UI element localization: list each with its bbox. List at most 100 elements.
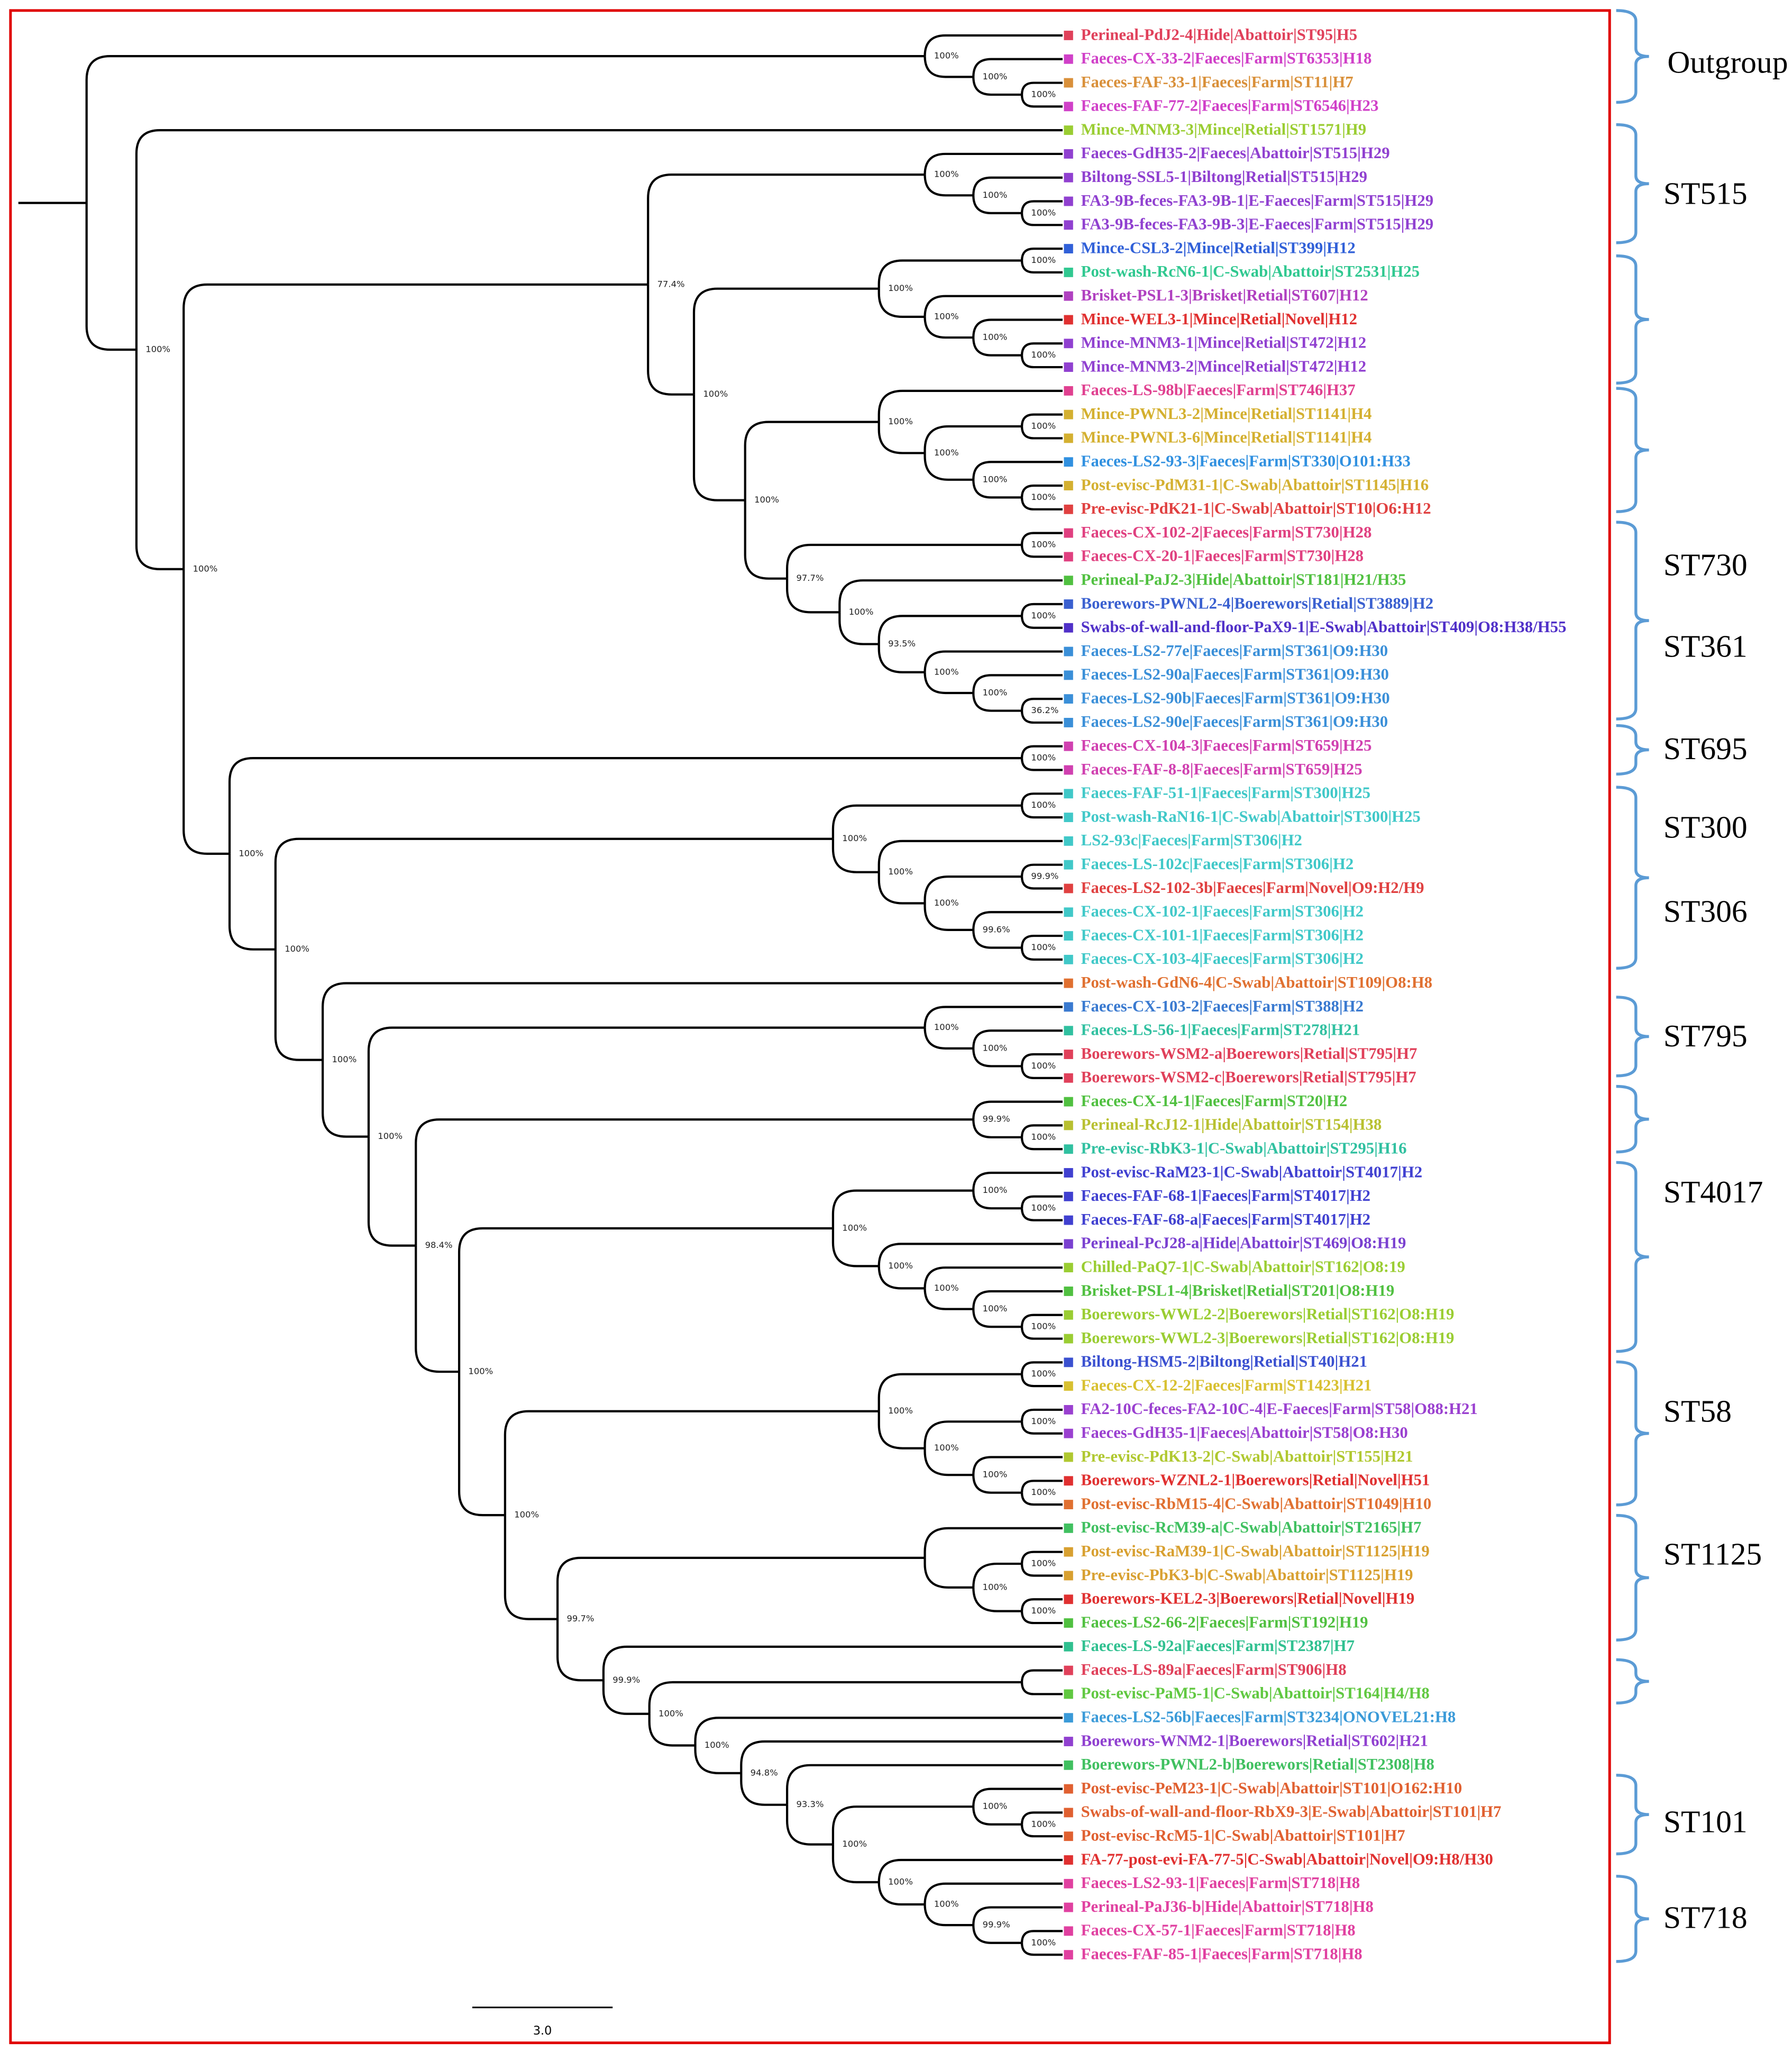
branch: [1020, 413, 1063, 427]
branch: [1020, 758, 1063, 771]
branch: [924, 1420, 1022, 1448]
leaf-label: Biltong-SSL5-1|Biltong|Retial|ST515|H29: [1081, 168, 1367, 186]
clade-brace: [1616, 521, 1649, 721]
clade-label: ST101: [1663, 1804, 1748, 1839]
branch: [1020, 1811, 1063, 1825]
leaf-marker: [1064, 1476, 1073, 1486]
support-label: 100%: [239, 848, 263, 858]
branch: [877, 644, 925, 673]
branch: [1020, 1361, 1063, 1374]
branch: [1020, 603, 1063, 616]
leaf-marker: [1064, 1594, 1073, 1604]
leaf-marker: [1064, 1878, 1073, 1889]
support-label: 100%: [1031, 1061, 1056, 1071]
branch: [972, 692, 1022, 712]
support-label: 94.8%: [751, 1767, 778, 1777]
leaf-label: Post-evisc-RaM23-1|C-Swab|Abattoir|ST401…: [1081, 1163, 1422, 1181]
branch: [831, 804, 1022, 839]
support-label: 99.9%: [612, 1675, 640, 1685]
branch: [831, 838, 879, 873]
clade-brace: [1616, 1161, 1649, 1353]
support-label: 100%: [703, 389, 728, 399]
leaf-label: Faeces-FAF-68-1|Faeces|Farm|ST4017|H2: [1081, 1187, 1370, 1205]
support-label: 100%: [1031, 942, 1056, 952]
clade-label: ST718: [1663, 1900, 1748, 1935]
support-label: 100%: [1031, 1321, 1056, 1331]
branch: [415, 1245, 460, 1373]
support-label: 100%: [888, 1261, 913, 1271]
branch: [924, 316, 974, 339]
leaf-label: Post-evisc-PdM31-1|C-Swab|Abattoir|ST114…: [1081, 476, 1429, 494]
branch: [556, 1556, 925, 1619]
leaf-marker: [1064, 1618, 1073, 1628]
branch: [924, 875, 1022, 904]
support-label: 99.6%: [983, 924, 1010, 934]
leaf-label: Swabs-of-wall-and-floor-PaX9-1|E-Swab|Ab…: [1081, 618, 1567, 636]
leaf-marker: [1064, 718, 1073, 727]
branch: [924, 1557, 974, 1589]
branch: [877, 1266, 925, 1290]
support-label: 100%: [1031, 1416, 1056, 1426]
leaf-marker: [1064, 1120, 1073, 1130]
support-label: 100%: [888, 416, 913, 426]
support-label: 100%: [983, 474, 1008, 484]
leaf-label: Boerewors-WSM2-a|Boerewors|Retial|ST795|…: [1081, 1044, 1418, 1062]
leaf-marker: [1064, 220, 1073, 230]
branch: [1020, 1563, 1063, 1577]
support-label: 100%: [193, 563, 218, 573]
clade-brace: [1616, 724, 1649, 776]
leaf-label: Faeces-LS2-102-3b|Faeces|Farm|Novel|O9:H…: [1081, 879, 1424, 897]
branch: [831, 1844, 879, 1884]
leaf-marker: [1064, 1547, 1073, 1557]
branch: [504, 1515, 558, 1620]
leaf-label: Pre-evisc-RbK3-1|C-Swab|Abattoir|ST295|H…: [1081, 1139, 1407, 1157]
leaf-marker: [1064, 883, 1073, 893]
support-label: 100%: [378, 1131, 403, 1141]
leaf-marker: [1064, 386, 1073, 396]
leaf-marker: [1064, 813, 1073, 823]
branch: [972, 58, 1063, 77]
support-label: 93.5%: [888, 639, 916, 649]
leaf-marker: [1064, 125, 1073, 135]
branch: [504, 1410, 879, 1516]
branch: [85, 203, 136, 351]
clade-label: ST695: [1663, 731, 1748, 766]
leaf-marker: [1064, 931, 1073, 941]
support-label: 100%: [145, 344, 170, 354]
branch: [1020, 532, 1063, 545]
leaf-marker: [1064, 978, 1073, 988]
leaf-label: Faeces-CX-103-2|Faeces|Farm|ST388|H2: [1081, 997, 1364, 1015]
support-label: 100%: [1031, 800, 1056, 810]
leaf-marker: [1064, 1523, 1073, 1533]
support-label: 100%: [888, 283, 913, 293]
leaf-label: Post-wash-GdN6-4|C-Swab|Abattoir|ST109|O…: [1081, 973, 1432, 991]
branch: [1020, 1408, 1063, 1422]
leaf-label: FA3-9B-feces-FA3-9B-3|E-Faeces|Farm|ST51…: [1081, 215, 1433, 233]
branch: [877, 1411, 925, 1449]
leaf-label: FA-77-post-evi-FA-77-5|C-Swab|Abattoir|N…: [1081, 1850, 1493, 1868]
branch: [228, 853, 276, 951]
leaf-label: Faeces-CX-20-1|Faeces|Farm|ST730|H28: [1081, 547, 1364, 565]
support-label: 100%: [659, 1708, 683, 1718]
leaf-label: Post-evisc-RbM15-4|C-Swab|Abattoir|ST104…: [1081, 1494, 1432, 1512]
clade-brace: [1616, 1084, 1649, 1154]
leaf-marker: [1064, 1073, 1073, 1083]
branch: [1020, 94, 1063, 108]
branch: [1020, 1066, 1063, 1079]
leaf-label: Faeces-CX-101-1|Faeces|Farm|ST306|H2: [1081, 926, 1364, 944]
branch: [972, 337, 1022, 357]
leaf-marker: [1064, 1144, 1073, 1154]
support-label: 100%: [934, 169, 959, 179]
branch: [1020, 1374, 1063, 1388]
support-label: 100%: [1031, 1937, 1056, 1947]
support-label: 100%: [934, 1443, 959, 1453]
leaf-marker: [1064, 244, 1073, 254]
branch: [1020, 426, 1063, 440]
support-label: 100%: [983, 71, 1008, 81]
leaf-marker: [1064, 623, 1073, 633]
branch: [1020, 863, 1063, 877]
support-label: 100%: [1031, 1819, 1056, 1829]
leaf-label: Mince-PWNL3-6|Mince|Retial|ST1141|H4: [1081, 428, 1372, 446]
branch: [972, 1475, 1022, 1494]
